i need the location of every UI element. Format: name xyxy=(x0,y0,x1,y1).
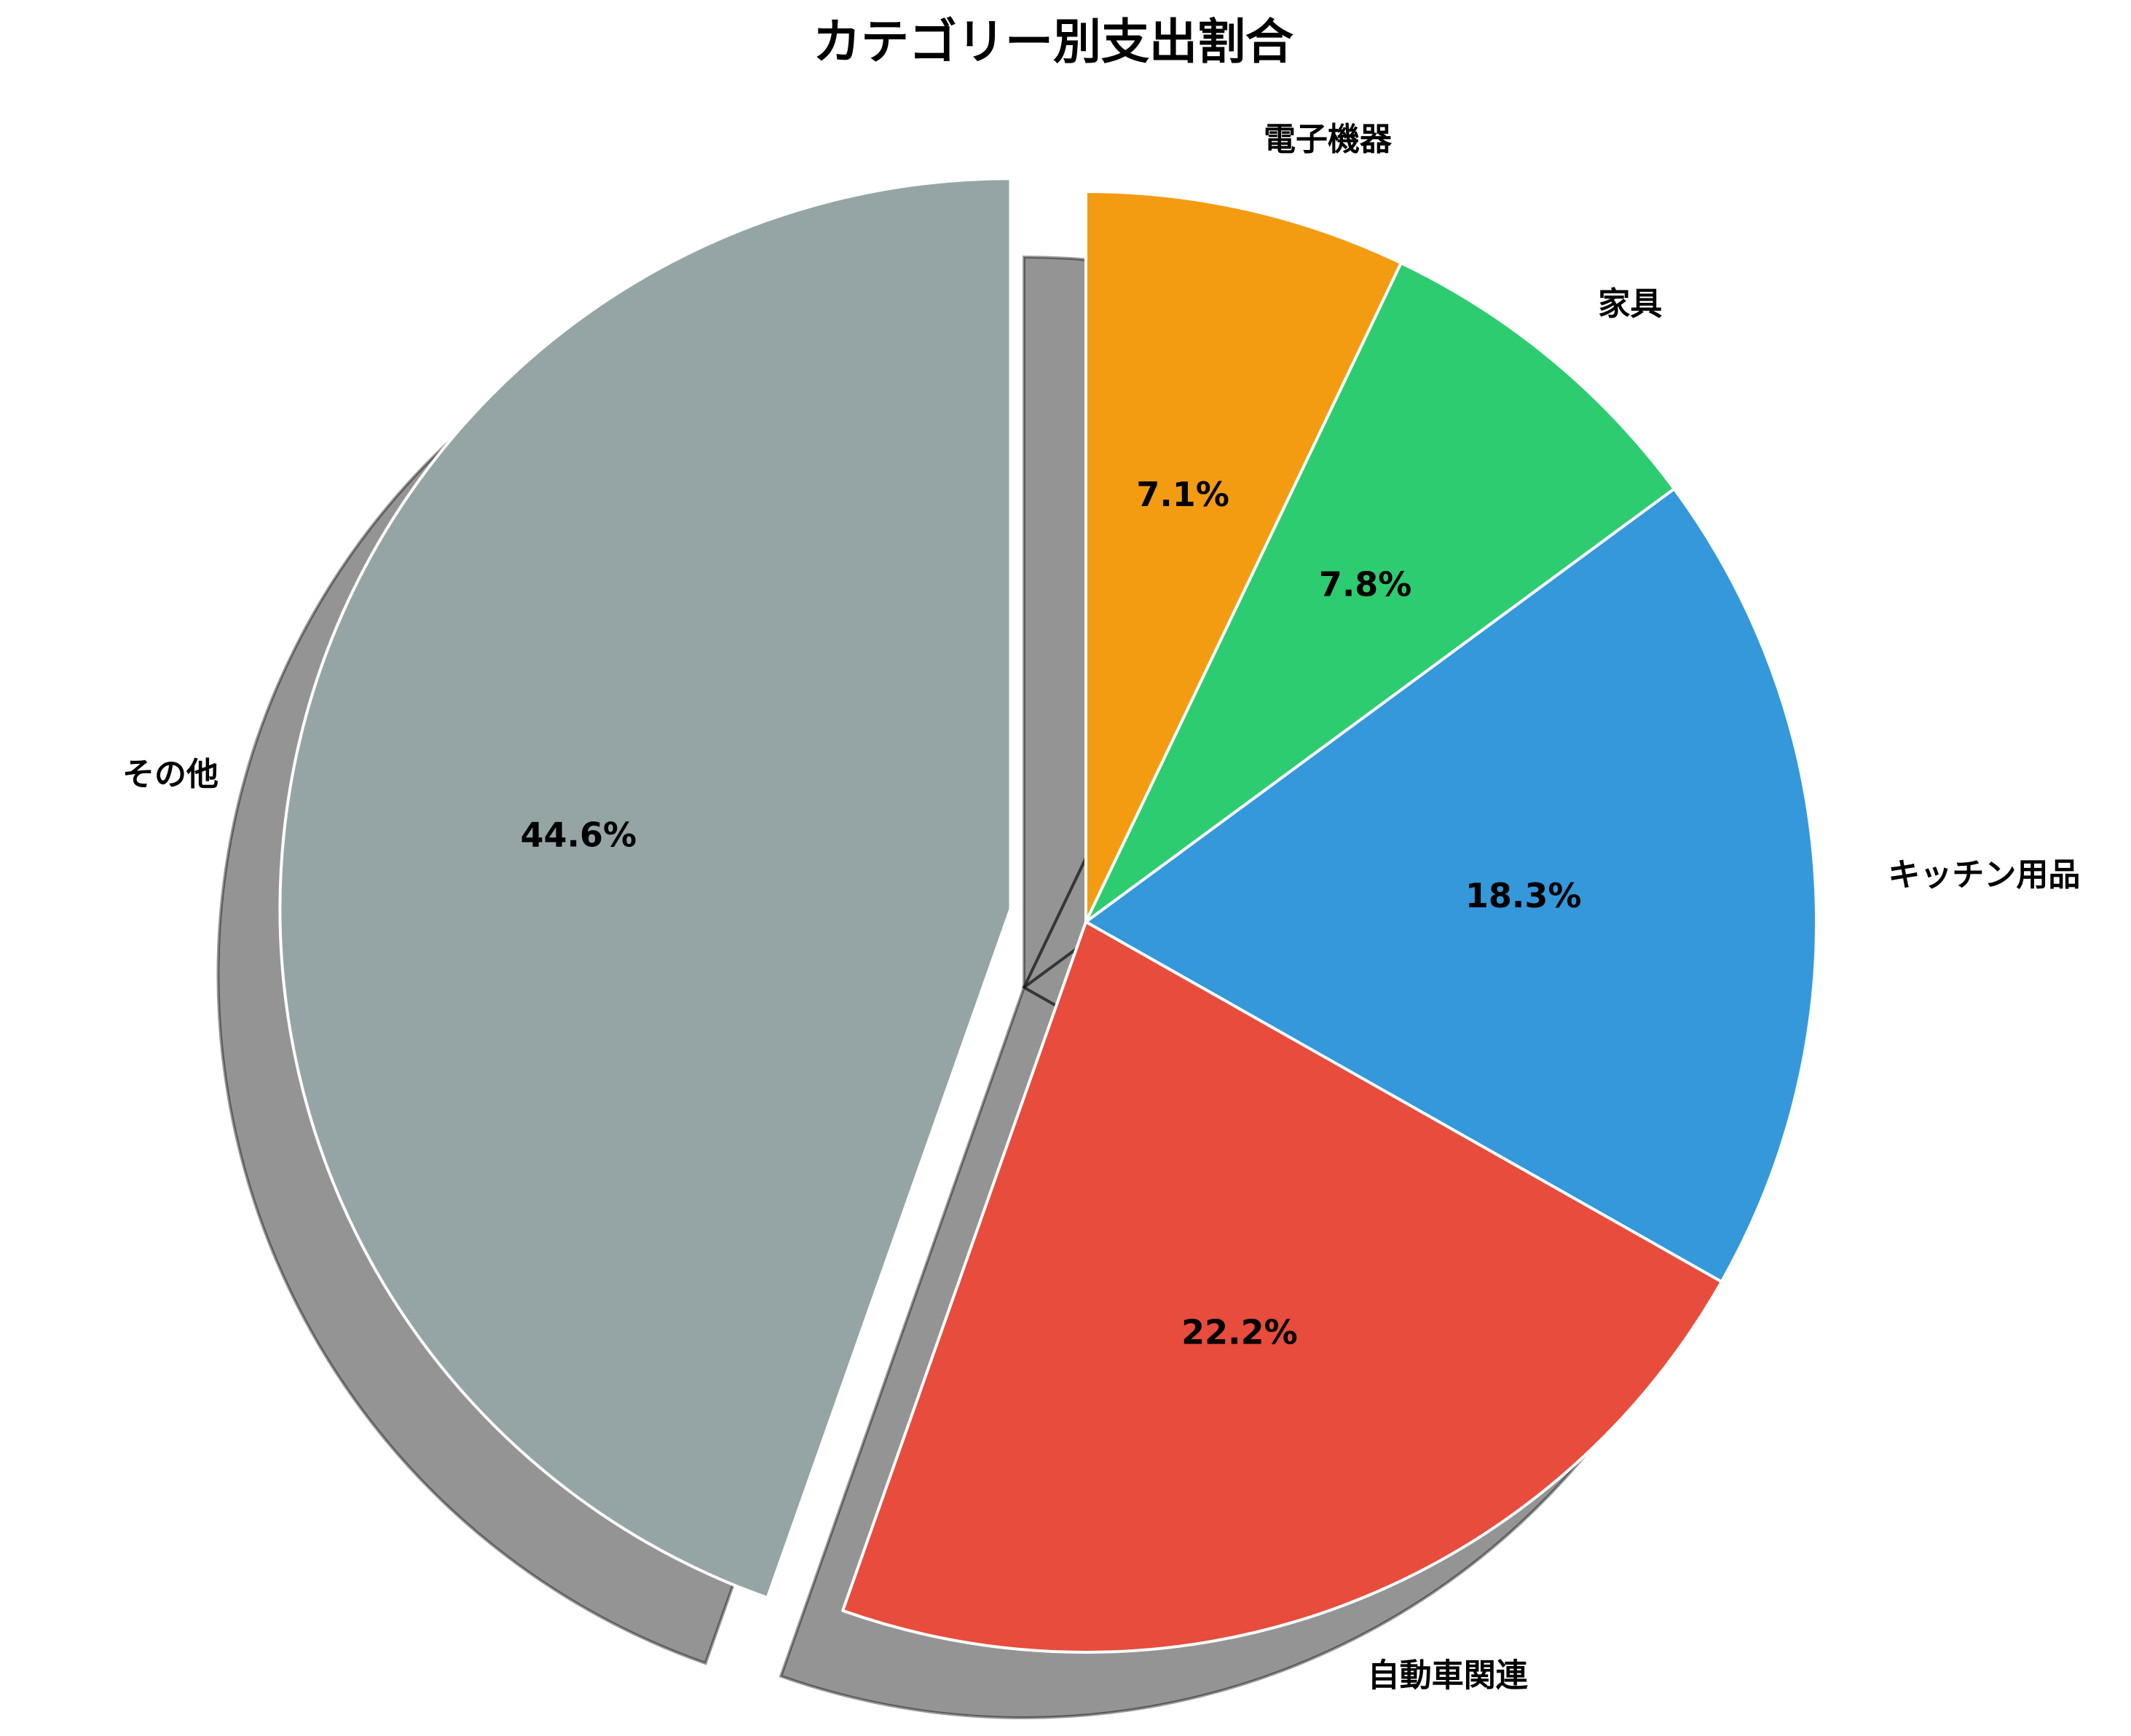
slice-2-percent-label: 7.8% xyxy=(1319,564,1412,604)
slice-4-percent-label: 22.2% xyxy=(1181,1313,1298,1352)
slice-1 xyxy=(1084,190,1403,923)
pie-slices xyxy=(278,177,1818,1654)
slice-3-category-label: キッチン用品 xyxy=(1888,856,2080,893)
pie-labels: 7.1% 電子機器 7.8% 家具 18.3% キッチン用品 22.2% 自動車関連 44.6%… xyxy=(122,121,2080,1694)
slice-5 xyxy=(278,177,1012,1600)
slice-3-percent-label: 18.3% xyxy=(1465,876,1582,915)
slice-5-category-label: その他 xyxy=(122,756,218,793)
slice-4-category-label: 自動車関連 xyxy=(1368,1657,1529,1694)
slice-4 xyxy=(841,920,1723,1654)
chart-title: カテゴリー別支出割合 xyxy=(813,14,1293,70)
slice-1-percent-label: 7.1% xyxy=(1136,475,1229,514)
slice-1-category-label: 電子機器 xyxy=(1264,121,1393,158)
slice-3 xyxy=(1084,487,1818,1284)
slice-5-percent-label: 44.6% xyxy=(521,816,637,855)
slice-2-category-label: 家具 xyxy=(1598,285,1662,323)
slice-2 xyxy=(1084,261,1676,923)
